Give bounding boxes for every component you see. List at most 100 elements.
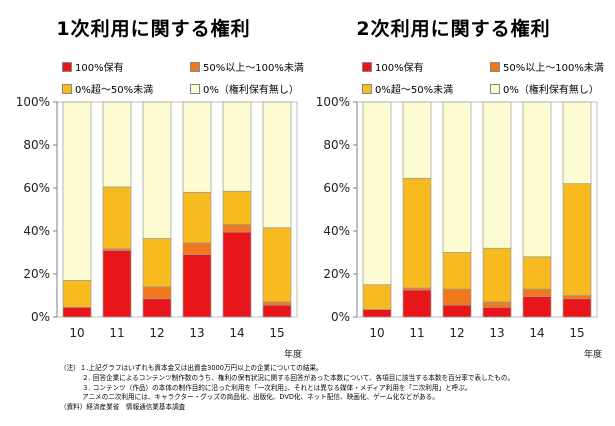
legend-swatch-full — [62, 62, 72, 72]
x-tick-label: 14 — [229, 326, 244, 340]
x-axis-label: 年度 — [284, 348, 302, 360]
bar-segment-under50 — [142, 238, 172, 288]
y-tick-label: 0% — [31, 310, 50, 324]
bar-segment-full — [362, 309, 392, 318]
x-axis-label: 年度 — [584, 348, 602, 360]
note-line: （資料）経済産業省 情報通信業基本調査 — [60, 403, 186, 412]
bar-segment-full — [182, 254, 212, 318]
legend-label: 0%超～50%未満 — [375, 85, 454, 96]
note-line: （注）１.上記グラフはいずれも資本金又は出資金3000万円以上の企業についての結… — [60, 364, 323, 372]
bar-segment-full — [222, 231, 252, 318]
bar-segment-under50 — [562, 183, 592, 296]
bar-segment-under50 — [182, 191, 212, 244]
bar-segment-over50 — [142, 286, 172, 300]
y-tick-label: 20% — [323, 267, 350, 281]
x-tick-label: 13 — [189, 326, 204, 340]
bar-segment-over50 — [562, 295, 592, 300]
bar-segment-under50 — [402, 177, 432, 289]
bar-segment-full — [522, 296, 552, 318]
bar-segment-under50 — [482, 247, 512, 303]
bar-segment-full — [482, 306, 512, 318]
bar-segment-none — [142, 101, 172, 239]
chart-panel-secondary-use: 2次利用に関する権利 100%保有 50%以上～100%未満 0%超～50%未満… — [300, 0, 607, 362]
bar-segment-full — [562, 298, 592, 318]
bar-segment-over50 — [182, 242, 212, 255]
legend-item-none: 0%（権利保有無し） — [190, 84, 299, 97]
bar-segment-none — [222, 101, 252, 192]
bar-segment-full — [262, 304, 292, 318]
x-tick-label: 11 — [109, 326, 124, 340]
bar-segment-none — [362, 101, 392, 286]
x-tick-label: 15 — [569, 326, 584, 340]
bar-segment-full — [102, 250, 132, 318]
bar-segment-full — [442, 304, 472, 318]
note-line: ２. 回答企業によるコンテンツ制作数のうち、権利の保有状況に関する回答があった本… — [82, 373, 515, 382]
x-tick-label: 11 — [409, 326, 424, 340]
y-tick-label: 100% — [16, 95, 50, 109]
legend-label: 100%保有 — [75, 63, 124, 74]
plot-area — [56, 101, 298, 318]
bar-segment-full — [62, 306, 92, 318]
legend-item-none: 0%（権利保有無し） — [490, 84, 599, 97]
legend-item-under50: 0%超～50%未満 — [62, 84, 153, 97]
bar-segment-over50 — [262, 301, 292, 306]
bar-segment-none — [562, 101, 592, 185]
bar-segment-over50 — [522, 288, 552, 297]
legend-item-full: 100%保有 — [362, 62, 424, 75]
bar-segment-none — [62, 101, 92, 281]
x-tick-label: 10 — [69, 326, 84, 340]
x-tick-label: 13 — [489, 326, 504, 340]
y-tick-label: 80% — [23, 138, 50, 152]
legend-swatch-over50 — [190, 62, 200, 72]
legend-swatch-over50 — [490, 62, 500, 72]
y-tick-label: 20% — [23, 267, 50, 281]
bar-segment-over50 — [442, 288, 472, 306]
legend-item-under50: 0%超～50%未満 — [362, 84, 453, 97]
legend-item-over50: 50%以上～100%未満 — [490, 62, 604, 75]
chart-title: 2次利用に関する権利 — [356, 18, 551, 40]
plot-area — [356, 101, 598, 318]
bar-segment-none — [182, 101, 212, 193]
note-line: アニメの二次利用には、キャラクター・グッズの商品化、出版化、DVD化、ネット配信… — [82, 393, 439, 402]
bar-segment-full — [142, 298, 172, 318]
legend-item-over50: 50%以上～100%未満 — [190, 62, 304, 75]
legend-label: 50%以上～100%未満 — [503, 63, 604, 74]
legend-swatch-full — [362, 62, 372, 72]
bar-segment-none — [102, 101, 132, 188]
bar-segment-under50 — [62, 280, 92, 308]
bar-segment-full — [402, 289, 432, 318]
legend-label: 0%超～50%未満 — [75, 85, 154, 96]
bar-segment-under50 — [102, 186, 132, 250]
legend-label: 0%（権利保有無し） — [203, 85, 299, 96]
bar-segment-over50 — [222, 224, 252, 233]
bar-segment-under50 — [262, 227, 292, 303]
y-tick-label: 40% — [323, 224, 350, 238]
y-tick-label: 80% — [323, 138, 350, 152]
y-tick-label: 100% — [316, 95, 350, 109]
y-tick-label: 60% — [323, 181, 350, 195]
chart-title: 1次利用に関する権利 — [56, 18, 251, 40]
legend-swatch-under50 — [362, 84, 372, 94]
legend-swatch-none — [490, 84, 500, 94]
y-tick-label: 60% — [23, 181, 50, 195]
bar-segment-under50 — [362, 284, 392, 310]
bar-segment-under50 — [522, 256, 552, 290]
note-line: ３. コンテンツ（作品）の本体の制作目的に沿った利用を「一次利用」、それとは異な… — [82, 383, 472, 392]
x-tick-label: 12 — [149, 326, 164, 340]
bar-segment-under50 — [442, 252, 472, 290]
legend-swatch-under50 — [62, 84, 72, 94]
y-tick-label: 40% — [23, 224, 50, 238]
bar-segment-over50 — [482, 301, 512, 308]
legend-swatch-none — [190, 84, 200, 94]
legend-item-full: 100%保有 — [62, 62, 124, 75]
y-tick-label: 0% — [331, 310, 350, 324]
x-tick-label: 10 — [369, 326, 384, 340]
bar-segment-none — [522, 101, 552, 258]
footnotes: （注）１.上記グラフはいずれも資本金又は出資金3000万円以上の企業についての結… — [60, 364, 600, 413]
bar-segment-none — [402, 101, 432, 179]
legend-label: 0%（権利保有無し） — [503, 85, 599, 96]
bar-segment-none — [482, 101, 512, 249]
legend-label: 50%以上～100%未満 — [203, 63, 304, 74]
